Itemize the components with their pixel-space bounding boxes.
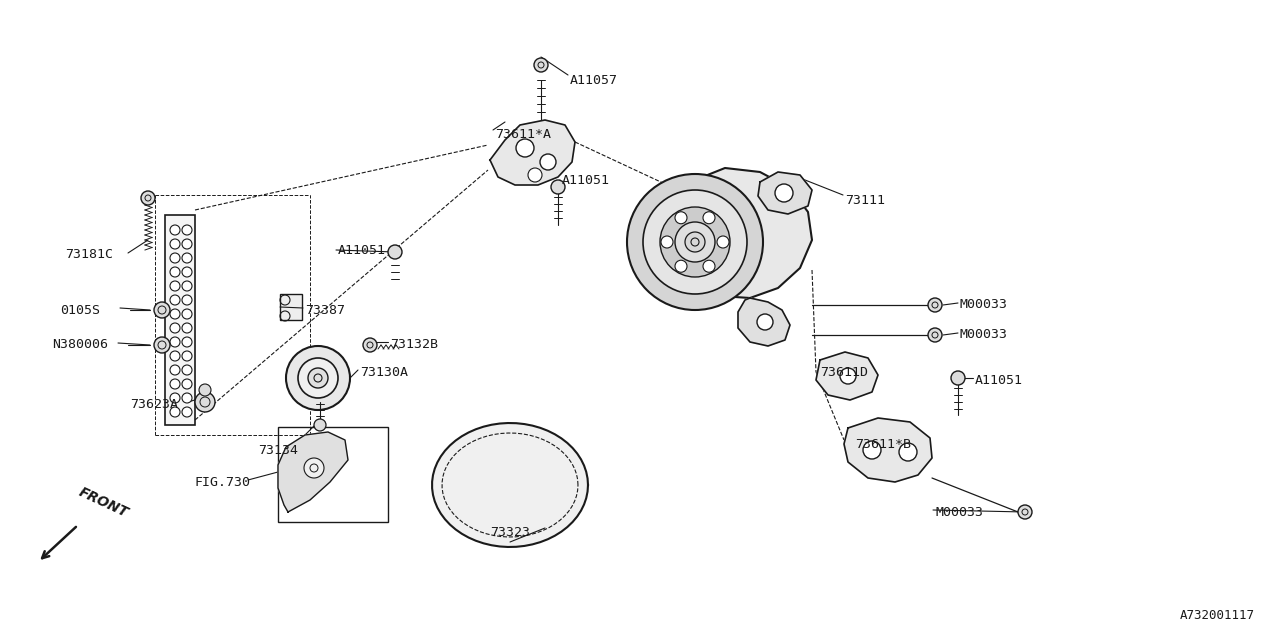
Circle shape xyxy=(170,225,180,235)
Circle shape xyxy=(756,314,773,330)
Circle shape xyxy=(170,365,180,375)
Circle shape xyxy=(182,253,192,263)
Text: 73611*A: 73611*A xyxy=(495,129,550,141)
Text: 73111: 73111 xyxy=(845,193,884,207)
Circle shape xyxy=(170,337,180,347)
Circle shape xyxy=(182,351,192,361)
Circle shape xyxy=(182,225,192,235)
Text: 73611*B: 73611*B xyxy=(855,438,911,451)
Circle shape xyxy=(1018,505,1032,519)
Circle shape xyxy=(285,346,349,410)
Circle shape xyxy=(182,239,192,249)
Bar xyxy=(280,294,302,320)
Circle shape xyxy=(627,174,763,310)
Circle shape xyxy=(540,154,556,170)
Polygon shape xyxy=(490,120,575,185)
Circle shape xyxy=(182,379,192,389)
Polygon shape xyxy=(844,418,932,482)
Text: 73134: 73134 xyxy=(259,444,298,456)
Circle shape xyxy=(675,212,687,224)
Circle shape xyxy=(170,309,180,319)
Circle shape xyxy=(182,337,192,347)
Polygon shape xyxy=(278,432,348,512)
Text: M00033: M00033 xyxy=(960,328,1009,342)
Circle shape xyxy=(703,260,716,272)
Text: 73132B: 73132B xyxy=(390,339,438,351)
Polygon shape xyxy=(433,423,588,547)
Circle shape xyxy=(170,393,180,403)
Circle shape xyxy=(141,191,155,205)
Polygon shape xyxy=(672,168,812,298)
Circle shape xyxy=(550,180,564,194)
Circle shape xyxy=(774,184,794,202)
Text: 73181C: 73181C xyxy=(65,248,113,262)
Text: FRONT: FRONT xyxy=(76,485,131,520)
Text: 73323: 73323 xyxy=(490,525,530,538)
Text: A11051: A11051 xyxy=(975,374,1023,387)
Text: N380006: N380006 xyxy=(52,339,108,351)
Circle shape xyxy=(928,298,942,312)
Polygon shape xyxy=(758,172,812,214)
Circle shape xyxy=(154,302,170,318)
Circle shape xyxy=(305,458,324,478)
Circle shape xyxy=(182,365,192,375)
Circle shape xyxy=(182,323,192,333)
Bar xyxy=(165,215,195,425)
Circle shape xyxy=(928,328,942,342)
Circle shape xyxy=(170,379,180,389)
Circle shape xyxy=(170,351,180,361)
Circle shape xyxy=(675,222,716,262)
Text: 73623A: 73623A xyxy=(131,399,178,412)
Circle shape xyxy=(182,295,192,305)
Circle shape xyxy=(534,58,548,72)
Circle shape xyxy=(314,419,326,431)
Circle shape xyxy=(195,392,215,412)
Circle shape xyxy=(182,393,192,403)
Text: FIG.730: FIG.730 xyxy=(195,476,251,488)
Circle shape xyxy=(660,207,730,277)
Circle shape xyxy=(703,212,716,224)
Circle shape xyxy=(170,253,180,263)
Circle shape xyxy=(170,267,180,277)
Circle shape xyxy=(170,323,180,333)
Circle shape xyxy=(899,443,916,461)
Text: 73611D: 73611D xyxy=(820,365,868,378)
Text: A11051: A11051 xyxy=(338,243,387,257)
Circle shape xyxy=(388,245,402,259)
Circle shape xyxy=(951,371,965,385)
Text: 73130A: 73130A xyxy=(360,365,408,378)
Circle shape xyxy=(675,260,687,272)
Circle shape xyxy=(308,368,328,388)
Circle shape xyxy=(685,232,705,252)
Polygon shape xyxy=(739,298,790,346)
Circle shape xyxy=(717,236,730,248)
Text: A732001117: A732001117 xyxy=(1180,609,1254,622)
Circle shape xyxy=(182,309,192,319)
Circle shape xyxy=(529,168,541,182)
Circle shape xyxy=(182,281,192,291)
Text: M00033: M00033 xyxy=(960,298,1009,312)
Circle shape xyxy=(840,368,856,384)
Circle shape xyxy=(863,441,881,459)
Circle shape xyxy=(182,267,192,277)
Circle shape xyxy=(170,407,180,417)
Circle shape xyxy=(170,281,180,291)
Circle shape xyxy=(643,190,748,294)
Circle shape xyxy=(660,236,673,248)
Circle shape xyxy=(516,139,534,157)
Bar xyxy=(278,427,388,522)
Text: 0105S: 0105S xyxy=(60,303,100,317)
Circle shape xyxy=(298,358,338,398)
Circle shape xyxy=(170,295,180,305)
Circle shape xyxy=(364,338,378,352)
Text: 73387: 73387 xyxy=(305,303,346,317)
Text: A11057: A11057 xyxy=(570,74,618,86)
Text: M00033: M00033 xyxy=(934,506,983,518)
Circle shape xyxy=(154,337,170,353)
Circle shape xyxy=(198,384,211,396)
Text: A11051: A11051 xyxy=(562,173,611,186)
Polygon shape xyxy=(817,352,878,400)
Circle shape xyxy=(182,407,192,417)
Circle shape xyxy=(170,239,180,249)
